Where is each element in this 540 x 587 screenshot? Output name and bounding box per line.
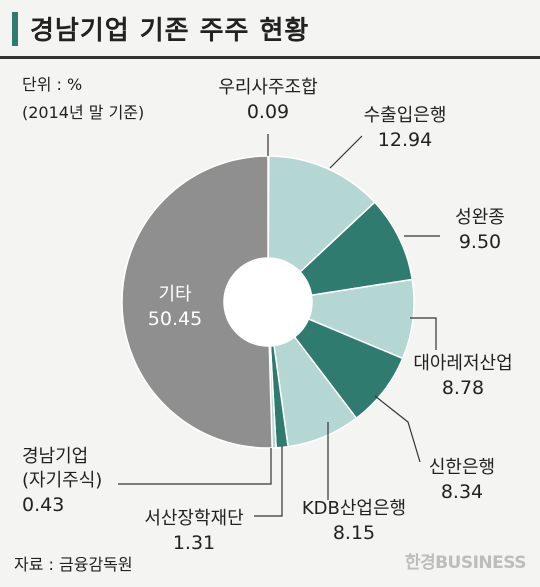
- label-신한은행: 신한은행 8.34: [412, 456, 512, 504]
- leader-line-7: [118, 448, 272, 485]
- slice-value: 0.09: [246, 101, 290, 123]
- slice-name: 수출입은행: [363, 105, 447, 126]
- source-note: 자료 : 금융감독원: [14, 555, 133, 574]
- slice-name: 대아레저산업: [413, 353, 513, 374]
- slice-8: [121, 155, 273, 449]
- slice-name: 성완종: [455, 207, 505, 228]
- slice-name: KDB산업은행: [301, 498, 407, 519]
- slice-value: 8.78: [441, 377, 485, 399]
- slice-name: 기타: [158, 284, 192, 305]
- slice-value: 9.50: [458, 231, 502, 253]
- label-수출입은행: 수출입은행 12.94: [350, 104, 460, 152]
- label-성완종: 성완종 9.50: [440, 206, 520, 254]
- watermark-logo: 한경BUSINESS: [404, 553, 527, 573]
- slice-name: 우리사주조합: [218, 77, 318, 98]
- chart-title: 경남기업 기존 주주 현황: [30, 16, 310, 46]
- label-경남기업-자기주식: 경남기업 (자기주식) 0.43: [22, 445, 132, 517]
- leader-lines-group: [118, 134, 440, 517]
- label-기타: 기타 50.45: [130, 283, 220, 331]
- leader-line-1: [329, 135, 363, 169]
- leader-line-3: [410, 317, 437, 350]
- donut-hole: [224, 258, 312, 346]
- title-bar: 경남기업 기존 주주 현황: [0, 0, 540, 59]
- unit-note: 단위 : %: [22, 75, 83, 94]
- label-서산장학재단: 서산장학재단 1.31: [136, 507, 252, 555]
- slice-value: 8.34: [440, 481, 484, 503]
- slice-value: 8.15: [332, 522, 376, 544]
- slice-name: 신한은행: [428, 457, 496, 478]
- label-우리사주조합: 우리사주조합 0.09: [206, 76, 330, 124]
- slice-value: 0.43: [22, 494, 65, 516]
- slice-value: 12.94: [377, 129, 433, 151]
- slice-value: 1.31: [172, 532, 216, 554]
- slice-value: 50.45: [147, 308, 203, 330]
- basis-note: (2014년 말 기준): [22, 103, 145, 122]
- leader-line-6: [254, 446, 283, 517]
- slices-group: [121, 155, 415, 449]
- slice-name: 경남기업 (자기주식): [22, 446, 103, 491]
- title-accent-bar: [12, 12, 18, 46]
- leader-line-4: [374, 395, 421, 463]
- slice-name: 서산장학재단: [144, 508, 244, 529]
- label-대아레저산업: 대아레저산업 8.78: [398, 352, 528, 400]
- label-KDB산업은행: KDB산업은행 8.15: [284, 497, 424, 545]
